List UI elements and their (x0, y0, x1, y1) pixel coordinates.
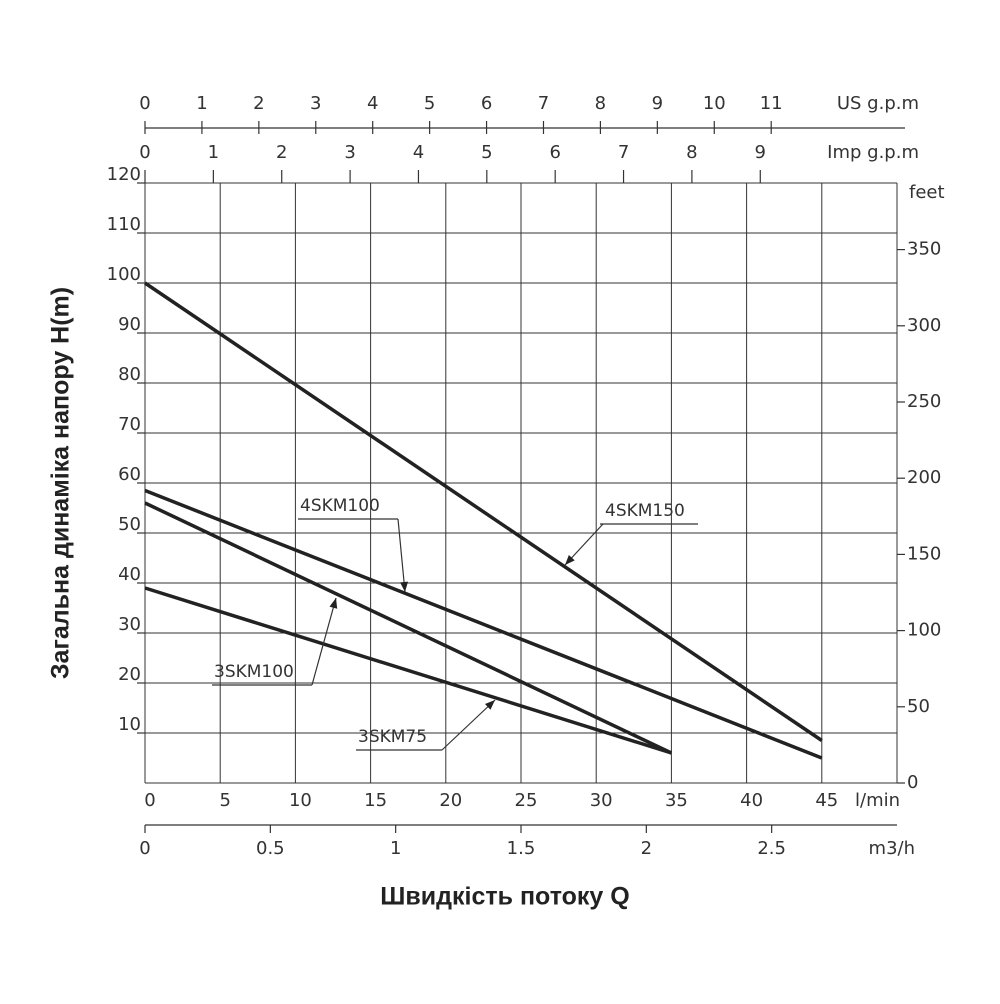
top-axis-tick-label: 6 (549, 142, 560, 163)
bottom-axis-unit-label: m3/h (869, 838, 915, 859)
top-axis-tick-label: 3 (310, 93, 321, 114)
y2-tick-label: 350 (907, 239, 941, 260)
bottom-axis-tick-label: 0 (139, 838, 150, 859)
y2-tick-label: 150 (907, 543, 941, 564)
y2-tick-label: 0 (907, 772, 918, 793)
x-axis-title: Швидкість потоку Q (380, 883, 629, 911)
y-tick-label: 120 (107, 164, 141, 185)
leader-line (441, 699, 496, 751)
y-tick-label: 50 (118, 514, 141, 535)
y-tick-label: 100 (107, 264, 141, 285)
y-tick-label: 60 (118, 464, 141, 485)
leader-arrow (565, 554, 575, 565)
bottom-axis-tick-label: 2 (641, 838, 652, 859)
y-tick-label: 80 (118, 364, 141, 385)
y2-unit-label: feet (909, 182, 945, 203)
leader-line (397, 518, 406, 593)
y-tick-label: 90 (118, 314, 141, 335)
y-tick-label: 70 (118, 414, 141, 435)
x-tick-label: 0 (144, 790, 155, 811)
top-axis-tick-label: 1 (208, 142, 219, 163)
series-label: 3SKM75 (358, 727, 427, 747)
y-tick-label: 10 (118, 714, 141, 735)
top-axis-tick-label: 2 (253, 93, 264, 114)
series-line (144, 586, 672, 755)
top-axis-tick-label: 6 (481, 93, 492, 114)
x-tick-label: 40 (740, 790, 763, 811)
y-axis-title: Загальна динаміка напору H(m) (47, 287, 75, 679)
y2-tick-label: 100 (907, 620, 941, 641)
top-axis-tick-label: 5 (424, 93, 435, 114)
top-axis-tick-label: 7 (538, 93, 549, 114)
leader-arrow (329, 598, 338, 609)
y-tick-label: 30 (118, 614, 141, 635)
series-line (144, 281, 823, 742)
series-label: 4SKM150 (605, 501, 685, 521)
leader-arrow (484, 700, 495, 710)
top-axis-tick-label: 0 (139, 93, 150, 114)
leader-line (311, 597, 337, 686)
top-axis-tick-label: 2 (276, 142, 287, 163)
bottom-axis-tick-label: 1 (390, 838, 401, 859)
top-axis-tick-label: 4 (413, 142, 424, 163)
bottom-axis-tick-label: 1.5 (507, 838, 536, 859)
bottom-axis-tick-label: 0.5 (256, 838, 285, 859)
top-axis-tick-label: 9 (652, 93, 663, 114)
top-axis-tick-label: 8 (595, 93, 606, 114)
top-axis-tick-label: 10 (703, 93, 726, 114)
top-axis-tick-label: 5 (481, 142, 492, 163)
leader-arrow (400, 581, 409, 592)
series-line (144, 501, 673, 755)
x-tick-label: 5 (219, 790, 230, 811)
x-tick-label: 15 (364, 790, 387, 811)
y2-tick-label: 300 (907, 315, 941, 336)
top-axis-unit-label: Imp g.p.m (827, 142, 919, 163)
x-tick-label: 25 (515, 790, 538, 811)
top-axis-unit-label: US g.p.m (837, 93, 919, 114)
y-tick-label: 110 (107, 214, 141, 235)
x-tick-label: 20 (439, 790, 462, 811)
x-tick-label: 45 (815, 790, 838, 811)
y2-tick-label: 200 (907, 467, 941, 488)
x-tick-label: 10 (289, 790, 312, 811)
top-axis-tick-label: 9 (755, 142, 766, 163)
top-axis-tick-label: 1 (196, 93, 207, 114)
series-label: 3SKM100 (214, 662, 294, 682)
top-axis-tick-label: 0 (139, 142, 150, 163)
top-axis-tick-label: 8 (686, 142, 697, 163)
y2-tick-label: 250 (907, 391, 941, 412)
series-line (144, 488, 823, 760)
top-axis-tick-label: 7 (618, 142, 629, 163)
x-unit-label: l/min (855, 790, 900, 811)
x-tick-label: 35 (665, 790, 688, 811)
bottom-axis-tick-label: 2.5 (757, 838, 786, 859)
series-label: 4SKM100 (300, 496, 380, 516)
top-axis-tick-label: 3 (344, 142, 355, 163)
x-tick-label: 30 (590, 790, 613, 811)
top-axis-tick-label: 11 (760, 93, 783, 114)
top-axis-tick-label: 4 (367, 93, 378, 114)
y-tick-label: 40 (118, 564, 141, 585)
y2-tick-label: 50 (907, 696, 930, 717)
y-tick-label: 20 (118, 664, 141, 685)
